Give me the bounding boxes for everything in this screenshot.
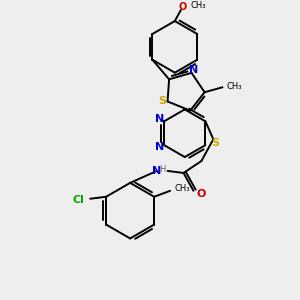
- Text: N: N: [154, 142, 164, 152]
- Text: N: N: [189, 65, 198, 75]
- Text: N: N: [152, 166, 161, 176]
- Text: CH₃: CH₃: [226, 82, 242, 91]
- Text: H: H: [160, 166, 166, 175]
- Text: S: S: [211, 138, 219, 148]
- Text: O: O: [178, 2, 187, 12]
- Text: CH₃: CH₃: [191, 1, 206, 10]
- Text: CH₃: CH₃: [174, 184, 190, 193]
- Text: O: O: [197, 189, 206, 199]
- Text: Cl: Cl: [72, 195, 84, 205]
- Text: N: N: [154, 114, 164, 124]
- Text: S: S: [159, 97, 167, 106]
